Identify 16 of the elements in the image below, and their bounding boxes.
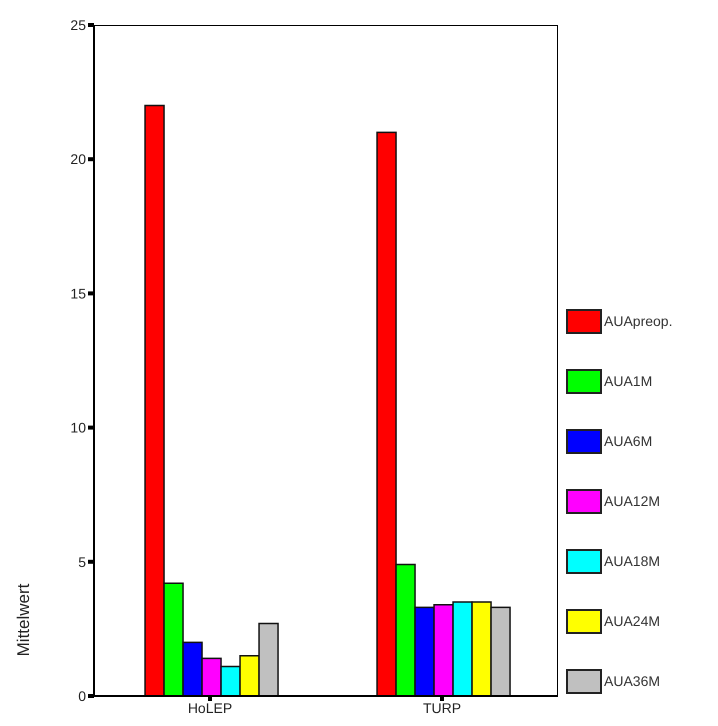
y-tick-label: 0 xyxy=(78,688,86,704)
legend-label: AUApreop. xyxy=(604,313,672,329)
legend-label: AUA36M xyxy=(604,673,660,689)
y-tick-label: 5 xyxy=(78,554,86,570)
x-tick-label: HoLEP xyxy=(188,700,232,716)
legend-label: AUA1M xyxy=(604,373,652,389)
x-tick-label: TURP xyxy=(422,700,462,716)
legend-label: AUA12M xyxy=(604,493,660,509)
y-tick-label: 10 xyxy=(70,420,86,436)
legend-label: AUA6M xyxy=(604,433,652,449)
legend-label: AUA18M xyxy=(604,553,660,569)
y-axis-title: Mittelwert xyxy=(13,582,34,658)
y-tick-label: 15 xyxy=(70,285,86,302)
y-tick-label: 25 xyxy=(70,16,86,33)
y-tick-label: 20 xyxy=(70,151,86,168)
legend-label: AUA24M xyxy=(604,613,660,629)
